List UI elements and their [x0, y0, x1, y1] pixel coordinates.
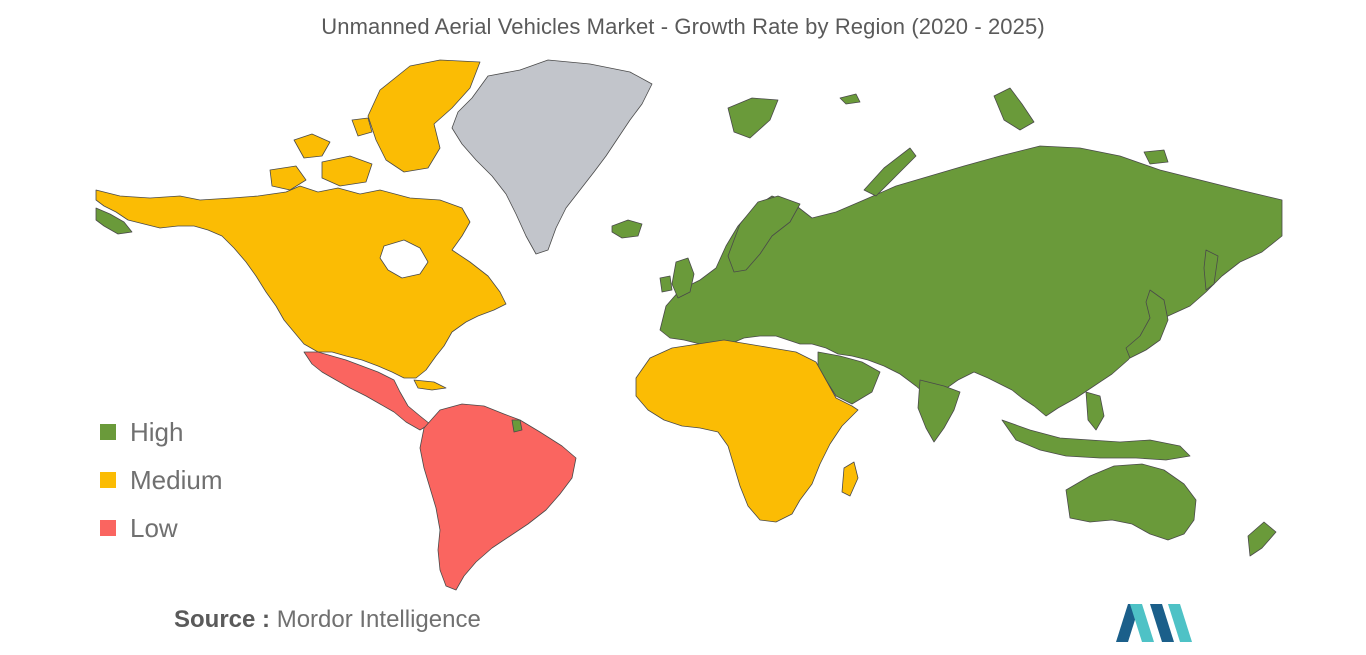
new-siberian-islands — [1143, 149, 1169, 165]
source-label: Source : — [174, 606, 271, 633]
arctic-island-a — [293, 133, 331, 159]
region-south-america — [419, 403, 577, 591]
legend-label-medium: Medium — [130, 464, 223, 495]
svalbard — [727, 97, 779, 139]
chart-title: Unmanned Aerial Vehicles Market - Growth… — [321, 14, 1045, 39]
legend-item-medium: Medium — [100, 456, 222, 504]
indonesia — [1001, 419, 1191, 461]
legend-label-high: High — [130, 416, 184, 447]
severnaya-zemlya — [993, 87, 1035, 131]
legend-swatch-high — [100, 424, 116, 440]
india — [917, 379, 961, 443]
australia — [1065, 463, 1197, 541]
legend: High Medium Low — [100, 408, 222, 552]
hudson-bay — [379, 239, 429, 279]
region-africa — [635, 339, 859, 523]
legend-item-high: High — [100, 408, 222, 456]
caribbean-islands — [413, 379, 447, 391]
alaska-west — [95, 207, 133, 235]
region-greenland — [451, 59, 653, 255]
source-value: Mordor Intelligence — [276, 606, 481, 633]
legend-swatch-low — [100, 520, 116, 536]
region-north-america — [95, 185, 507, 379]
mordor-intelligence-logo — [1116, 604, 1192, 642]
french-guiana — [511, 419, 523, 433]
philippines — [1085, 391, 1105, 431]
sakhalin — [1203, 249, 1219, 291]
legend-label-low: Low — [130, 512, 178, 543]
japan — [1125, 289, 1169, 359]
british-isles — [671, 257, 695, 299]
novaya-zemlya — [863, 147, 917, 197]
new-zealand — [1247, 521, 1277, 557]
source-note: Source : Mordor Intelligence — [174, 606, 481, 634]
legend-swatch-medium — [100, 472, 116, 488]
madagascar — [841, 461, 859, 497]
arctic-island-d — [351, 117, 373, 137]
iceland — [611, 219, 643, 239]
legend-item-low: Low — [100, 504, 222, 552]
arctic-island-b — [321, 155, 373, 187]
canadian-arctic-islands — [367, 59, 481, 173]
arctic-island-c — [269, 165, 307, 191]
ireland — [659, 275, 673, 293]
scandinavia — [727, 195, 801, 273]
arctic-small-island — [839, 93, 861, 105]
